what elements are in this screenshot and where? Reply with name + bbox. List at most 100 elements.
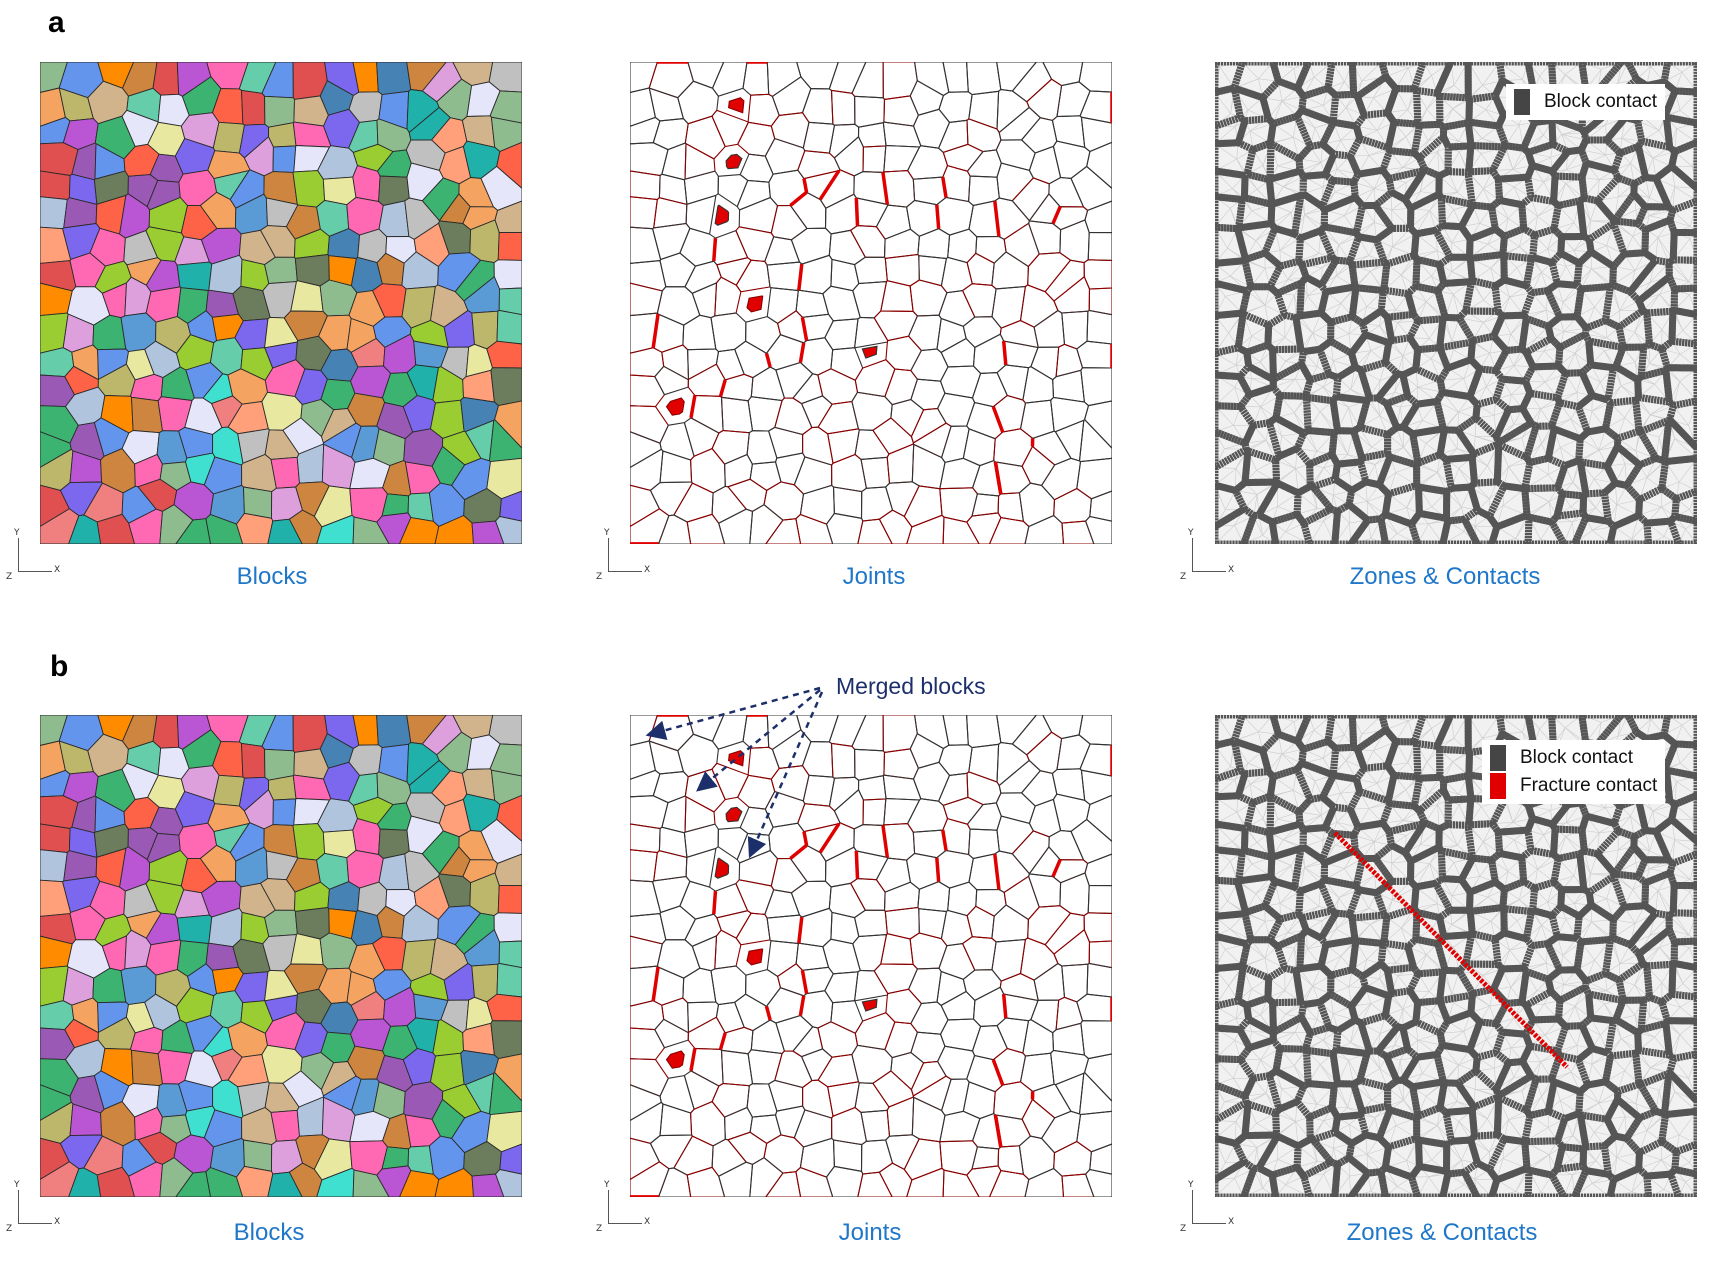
zone-edge xyxy=(1537,854,1554,870)
joint-cell xyxy=(630,823,661,854)
open-joint xyxy=(764,1005,772,1021)
joint-cell xyxy=(890,1051,925,1091)
joint-cell xyxy=(802,1079,834,1119)
zone-edge xyxy=(1294,948,1297,971)
zone-edge xyxy=(1674,438,1697,459)
joint-cell xyxy=(825,512,864,544)
zone-edge xyxy=(1215,1121,1237,1139)
joint-cell xyxy=(717,827,749,861)
block-cell xyxy=(272,798,297,826)
zone-edge xyxy=(1249,776,1274,785)
joint-cell xyxy=(630,740,657,780)
block-cell xyxy=(40,196,68,230)
joint-cell xyxy=(833,788,864,830)
legend-label: Block contact xyxy=(1544,91,1657,112)
y-axis-line xyxy=(18,538,19,572)
joint-cell xyxy=(763,1134,805,1174)
joint-cell xyxy=(737,774,776,810)
zone-edge xyxy=(1406,1138,1417,1161)
block-cell xyxy=(376,62,412,96)
joints-panel-a xyxy=(630,62,1112,544)
zone-edge xyxy=(1526,443,1542,458)
block-cell xyxy=(290,280,324,312)
joint-cell xyxy=(718,1161,754,1197)
joint-cell xyxy=(690,394,724,434)
merged-block xyxy=(714,204,730,226)
joint-cell xyxy=(890,398,925,438)
zone-edge xyxy=(1672,863,1691,880)
block-contact xyxy=(1434,278,1475,322)
joint-cell xyxy=(991,904,1029,943)
zone-edge xyxy=(1379,1015,1386,1034)
x-axis-label: X xyxy=(54,565,61,575)
zone-edge xyxy=(1453,293,1466,312)
joint-cell xyxy=(1026,731,1063,774)
joint-cell xyxy=(906,514,945,544)
joint-cell xyxy=(1033,309,1066,348)
joint-cell xyxy=(659,450,693,484)
joint-cell xyxy=(1003,340,1039,369)
joint-cell xyxy=(735,259,771,293)
joint-cell xyxy=(873,963,919,995)
zone-edge xyxy=(1612,284,1621,311)
joint-cell xyxy=(909,932,948,970)
joint-cell xyxy=(799,1137,835,1178)
joint-cell xyxy=(940,990,976,1021)
joint-cell xyxy=(659,252,697,288)
joint-cell xyxy=(713,229,749,266)
joint-cell xyxy=(907,967,942,1005)
block-contact xyxy=(1548,249,1583,289)
zone-edge xyxy=(1638,1159,1662,1169)
open-joint xyxy=(941,176,948,198)
block-contact xyxy=(1299,171,1337,211)
zone-edge xyxy=(1299,162,1322,172)
joint-cell xyxy=(659,1103,693,1137)
joint-cell xyxy=(737,121,776,157)
joint-cell xyxy=(630,226,662,264)
open-joint xyxy=(689,395,697,419)
joint-cell xyxy=(878,509,913,544)
joint-cell xyxy=(1053,487,1092,524)
block-cell xyxy=(495,516,522,544)
joint-cell xyxy=(1061,520,1095,544)
joint-cell xyxy=(824,193,859,235)
joint-cell xyxy=(968,743,1000,783)
joint-cell xyxy=(735,879,775,915)
joint-cell xyxy=(770,112,810,149)
block-cell xyxy=(264,256,298,284)
open-joint xyxy=(651,966,660,1001)
joint-cell xyxy=(883,748,920,780)
y-axis-label: Y xyxy=(604,1180,610,1190)
open-joint xyxy=(1051,859,1062,878)
zone-edge xyxy=(1279,890,1301,904)
joint-cell xyxy=(630,116,661,145)
joint-cell xyxy=(873,310,919,342)
joint-cell xyxy=(716,910,752,939)
zone-edge xyxy=(1526,1096,1542,1111)
block-contact xyxy=(1571,514,1618,544)
block-contact xyxy=(1652,162,1697,214)
joint-cell xyxy=(690,447,726,494)
joint-cell xyxy=(1018,1135,1056,1181)
joint-cell xyxy=(1052,369,1086,403)
zone-edge xyxy=(1639,1152,1662,1161)
joints-mesh xyxy=(630,715,1112,1197)
joint-cell xyxy=(1078,62,1112,93)
x-axis-label: X xyxy=(644,1217,651,1227)
block-cell xyxy=(152,715,180,749)
joint-cell xyxy=(653,850,688,882)
joint-cell xyxy=(1024,514,1065,544)
joint-cell xyxy=(776,310,808,344)
joint-cell xyxy=(1087,231,1112,261)
joint-cell xyxy=(1080,1020,1112,1060)
joint-cell xyxy=(853,256,888,285)
block-contact xyxy=(1521,454,1569,493)
block-contact xyxy=(1433,388,1481,434)
joint-cell xyxy=(817,400,860,435)
block-cell xyxy=(270,1109,300,1142)
caption-blocks-a: Blocks xyxy=(236,563,308,590)
zone-edge xyxy=(1379,362,1386,381)
joint-cell xyxy=(1056,734,1091,771)
merged-block xyxy=(728,97,745,114)
open-joint xyxy=(718,1032,727,1050)
